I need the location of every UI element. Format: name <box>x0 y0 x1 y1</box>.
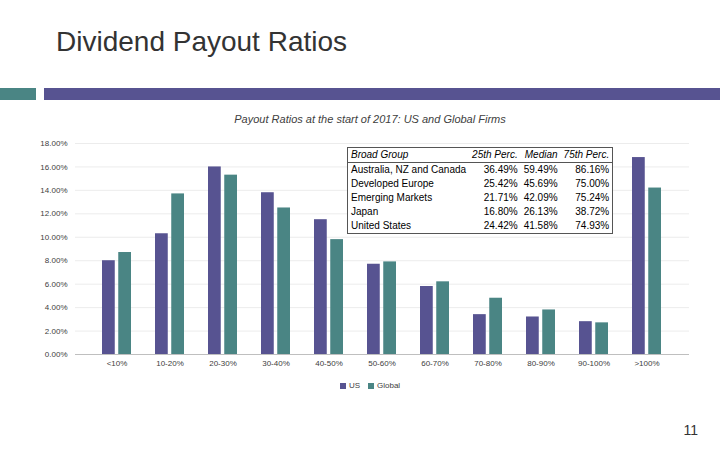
svg-text:6.00%: 6.00% <box>45 280 68 289</box>
html-text:21.71%: 21.71% <box>483 192 518 203</box>
html-text:Emerging Markets: Emerging Markets <box>351 192 433 203</box>
html-text:11: 11 <box>683 422 698 438</box>
html-text:75.00%: 75.00% <box>575 178 610 189</box>
svg-text:10-20%: 10-20% <box>156 359 184 368</box>
html-text:Median: Median <box>524 149 558 160</box>
svg-text:4.00%: 4.00% <box>45 303 68 312</box>
html-text:25.42%: 25.42% <box>483 178 518 189</box>
svg-text:0.00%: 0.00% <box>45 350 68 359</box>
html-text:86.16%: 86.16% <box>575 164 610 175</box>
html-text:United States: United States <box>351 220 411 231</box>
html-text:59.49%: 59.49% <box>523 164 558 175</box>
html-text:24.42%: 24.42% <box>483 220 518 231</box>
svg-text:60-70%: 60-70% <box>421 359 449 368</box>
html-text:75.24%: 75.24% <box>575 192 610 203</box>
svg-text:12.00%: 12.00% <box>40 209 67 218</box>
svg-text:10.00%: 10.00% <box>40 233 67 242</box>
html-text:16.80%: 16.80% <box>483 206 518 217</box>
html-text:36.49%: 36.49% <box>483 164 518 175</box>
html-text:Australia, NZ and Canada: Australia, NZ and Canada <box>351 164 467 175</box>
html-text:Payout Ratios at the start of: Payout Ratios at the start of 2017: US a… <box>234 113 506 125</box>
html-text:26.13%: 26.13% <box>523 206 558 217</box>
svg-text:70-80%: 70-80% <box>474 359 502 368</box>
html-text:Developed Europe: Developed Europe <box>351 178 434 189</box>
svg-text:50-60%: 50-60% <box>368 359 396 368</box>
svg-text:18.00%: 18.00% <box>40 139 67 148</box>
html-text:Dividend Payout Ratios: Dividend Payout Ratios <box>56 26 347 57</box>
svg-text:<10%: <10% <box>107 359 128 368</box>
html-text:Broad Group: Broad Group <box>351 149 409 160</box>
svg-text:16.00%: 16.00% <box>40 163 67 172</box>
svg-text:40-50%: 40-50% <box>315 359 343 368</box>
svg-text:30-40%: 30-40% <box>262 359 290 368</box>
html-text:Global: Global <box>377 381 401 390</box>
svg-text:8.00%: 8.00% <box>45 256 68 265</box>
html-text:Japan: Japan <box>351 206 379 217</box>
svg-text:20-30%: 20-30% <box>209 359 237 368</box>
html-text:45.69%: 45.69% <box>523 178 558 189</box>
html-text:25th Perc.: 25th Perc. <box>472 149 518 160</box>
svg-text:2.00%: 2.00% <box>45 327 68 336</box>
html-text:74.93%: 74.93% <box>575 220 610 231</box>
svg-text:90-100%: 90-100% <box>578 359 610 368</box>
html-text:38.72%: 38.72% <box>575 206 610 217</box>
html-text:US: US <box>348 381 360 390</box>
html-text:42.09%: 42.09% <box>523 192 558 203</box>
html-text:75th Perc.: 75th Perc. <box>563 149 610 160</box>
svg-text:>100%: >100% <box>634 359 659 368</box>
svg-text:14.00%: 14.00% <box>40 186 67 195</box>
html-text:41.58%: 41.58% <box>523 220 558 231</box>
svg-text:80-90%: 80-90% <box>527 359 555 368</box>
